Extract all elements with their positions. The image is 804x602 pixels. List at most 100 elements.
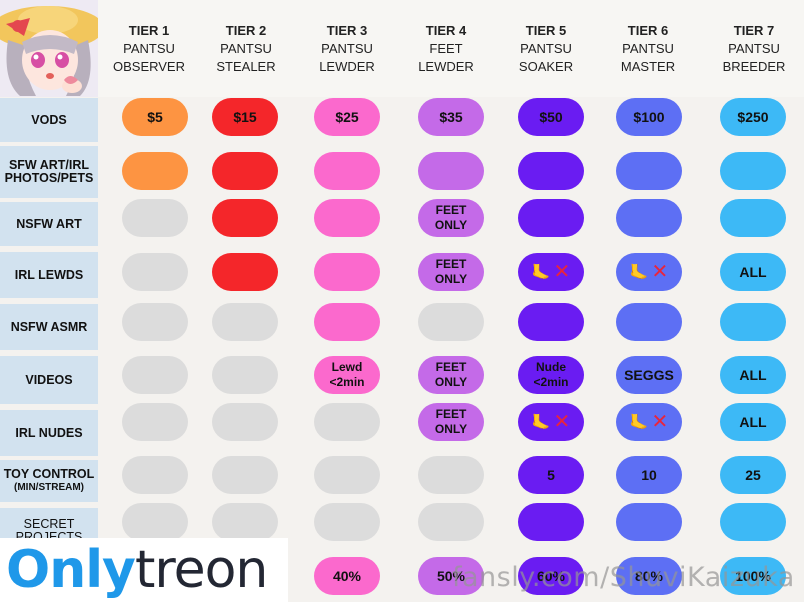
- cell-pill-empty: [122, 456, 188, 494]
- pill-text: FEET: [435, 360, 467, 374]
- row-label-nsfw-art: NSFW ART: [0, 202, 98, 246]
- pill-text: FEET: [435, 203, 467, 217]
- tier-label: TIER 2: [225, 23, 267, 38]
- tier-name: LEWDER: [418, 59, 474, 74]
- tier-name: PANTSU: [220, 41, 272, 56]
- feet-only-pill: FEET ONLY: [418, 356, 484, 394]
- cell-pill: [518, 503, 584, 541]
- tier-6-header: TIER 6 PANTSU MASTER: [606, 22, 690, 76]
- row-label-text: VIDEOS: [25, 372, 73, 387]
- cell-pill-empty: [122, 303, 188, 341]
- cell-pill: [212, 199, 278, 237]
- all-pill: ALL: [720, 403, 786, 441]
- cross-icon: ✕: [651, 260, 669, 283]
- toy-minutes-pill: 10: [616, 456, 682, 494]
- watermark-text: fansly.com/ShuviKaizuka: [452, 562, 795, 593]
- no-feet-pill: 🦶 ✕: [518, 253, 584, 291]
- tier-5-header: TIER 5 PANTSU SOAKER: [504, 22, 588, 76]
- price-pill-tier1: $5: [122, 98, 188, 136]
- cell-pill-empty: [122, 199, 188, 237]
- cell-pill: [314, 152, 380, 190]
- tier-name: PANTSU: [321, 41, 373, 56]
- row-label-text: SECRET: [23, 517, 75, 531]
- tier-name: PANTSU: [123, 41, 175, 56]
- cell-pill: [518, 199, 584, 237]
- cell-pill: [616, 199, 682, 237]
- pill-text: <2min: [329, 375, 365, 389]
- feet-only-pill: FEET ONLY: [418, 199, 484, 237]
- discount-pill-tier4: 50%: [418, 557, 484, 595]
- row-label-text: NSFW ART: [16, 216, 82, 231]
- cell-pill: [122, 152, 188, 190]
- no-feet-pill: 🦶 ✕: [616, 253, 682, 291]
- row-label-videos: VIDEOS: [0, 356, 98, 404]
- discount-pill-tier6: 80%: [616, 557, 682, 595]
- pill-text: ONLY: [434, 218, 468, 232]
- price-pill-tier4: $35: [418, 98, 484, 136]
- tier-label: TIER 4: [425, 23, 467, 38]
- price-pill-tier2: $15: [212, 98, 278, 136]
- cell-pill: [314, 303, 380, 341]
- no-feet-pill: 🦶 ✕: [518, 403, 584, 441]
- pill-text: ONLY: [434, 272, 468, 286]
- tier-name: FEET: [429, 41, 463, 56]
- cell-pill: [518, 303, 584, 341]
- header-band: [0, 0, 804, 97]
- cell-pill-empty: [122, 253, 188, 291]
- nude-video-pill: Nude <2min: [518, 356, 584, 394]
- row-label-text: TOY CONTROL: [3, 467, 95, 481]
- discount-pill-tier5: 60%: [518, 557, 584, 595]
- tier-name: SOAKER: [518, 59, 574, 74]
- cross-icon: ✕: [651, 410, 669, 433]
- all-pill: ALL: [720, 356, 786, 394]
- row-label-text: VODS: [31, 112, 67, 127]
- pill-text: ONLY: [434, 422, 468, 436]
- tier-3-header: TIER 3 PANTSU LEWDER: [305, 22, 389, 76]
- tier-4-header: TIER 4 FEET LEWDER: [404, 22, 488, 76]
- cell-pill: [212, 253, 278, 291]
- cell-pill-empty: [418, 303, 484, 341]
- avatar: [0, 0, 98, 97]
- anime-girl-avatar-image: [0, 0, 98, 97]
- row-label-text: SFW ART/IRL: [8, 158, 90, 172]
- pill-text: Lewd: [331, 360, 363, 374]
- cell-pill-empty: [418, 503, 484, 541]
- tier-2-header: TIER 2 PANTSU STEALER: [204, 22, 288, 76]
- tier-label: TIER 5: [525, 23, 567, 38]
- cell-pill: [616, 503, 682, 541]
- cell-pill: [720, 152, 786, 190]
- tier-name: PANTSU: [520, 41, 572, 56]
- cell-pill: [314, 199, 380, 237]
- cell-pill: [720, 503, 786, 541]
- tier-name: MASTER: [620, 59, 676, 74]
- tier-label: TIER 7: [733, 23, 775, 38]
- toy-minutes-pill: 25: [720, 456, 786, 494]
- cell-pill-empty: [212, 303, 278, 341]
- logo-part-2: treon: [134, 540, 268, 600]
- cell-pill: [314, 253, 380, 291]
- cell-pill-empty: [122, 503, 188, 541]
- foot-icon: 🦶: [629, 413, 649, 431]
- row-label-irl-nudes: IRL NUDES: [0, 410, 98, 456]
- row-label-sfw: SFW ART/IRL PHOTOS/PETS: [0, 146, 98, 198]
- cell-pill-empty: [212, 503, 278, 541]
- toy-minutes-pill: 5: [518, 456, 584, 494]
- pill-text: FEET: [435, 407, 467, 421]
- cell-pill: [616, 303, 682, 341]
- tier-label: TIER 1: [128, 23, 170, 38]
- cell-pill: [720, 199, 786, 237]
- cell-pill-empty: [122, 403, 188, 441]
- tier-1-header: TIER 1 PANTSU OBSERVER: [107, 22, 191, 76]
- row-label-nsfw-asmr: NSFW ASMR: [0, 304, 98, 350]
- row-label-text: PHOTOS/PETS: [4, 171, 94, 185]
- cell-pill: [616, 152, 682, 190]
- cell-pill-empty: [122, 356, 188, 394]
- tier-name: PANTSU: [622, 41, 674, 56]
- tier-name: OBSERVER: [112, 59, 185, 74]
- pill-text: <2min: [533, 375, 569, 389]
- foot-icon: 🦶: [531, 263, 551, 281]
- tier-label: TIER 6: [627, 23, 669, 38]
- row-label-text: IRL LEWDS: [14, 267, 84, 282]
- tier-name: STEALER: [216, 59, 276, 74]
- row-label-text: NSFW ASMR: [10, 319, 88, 334]
